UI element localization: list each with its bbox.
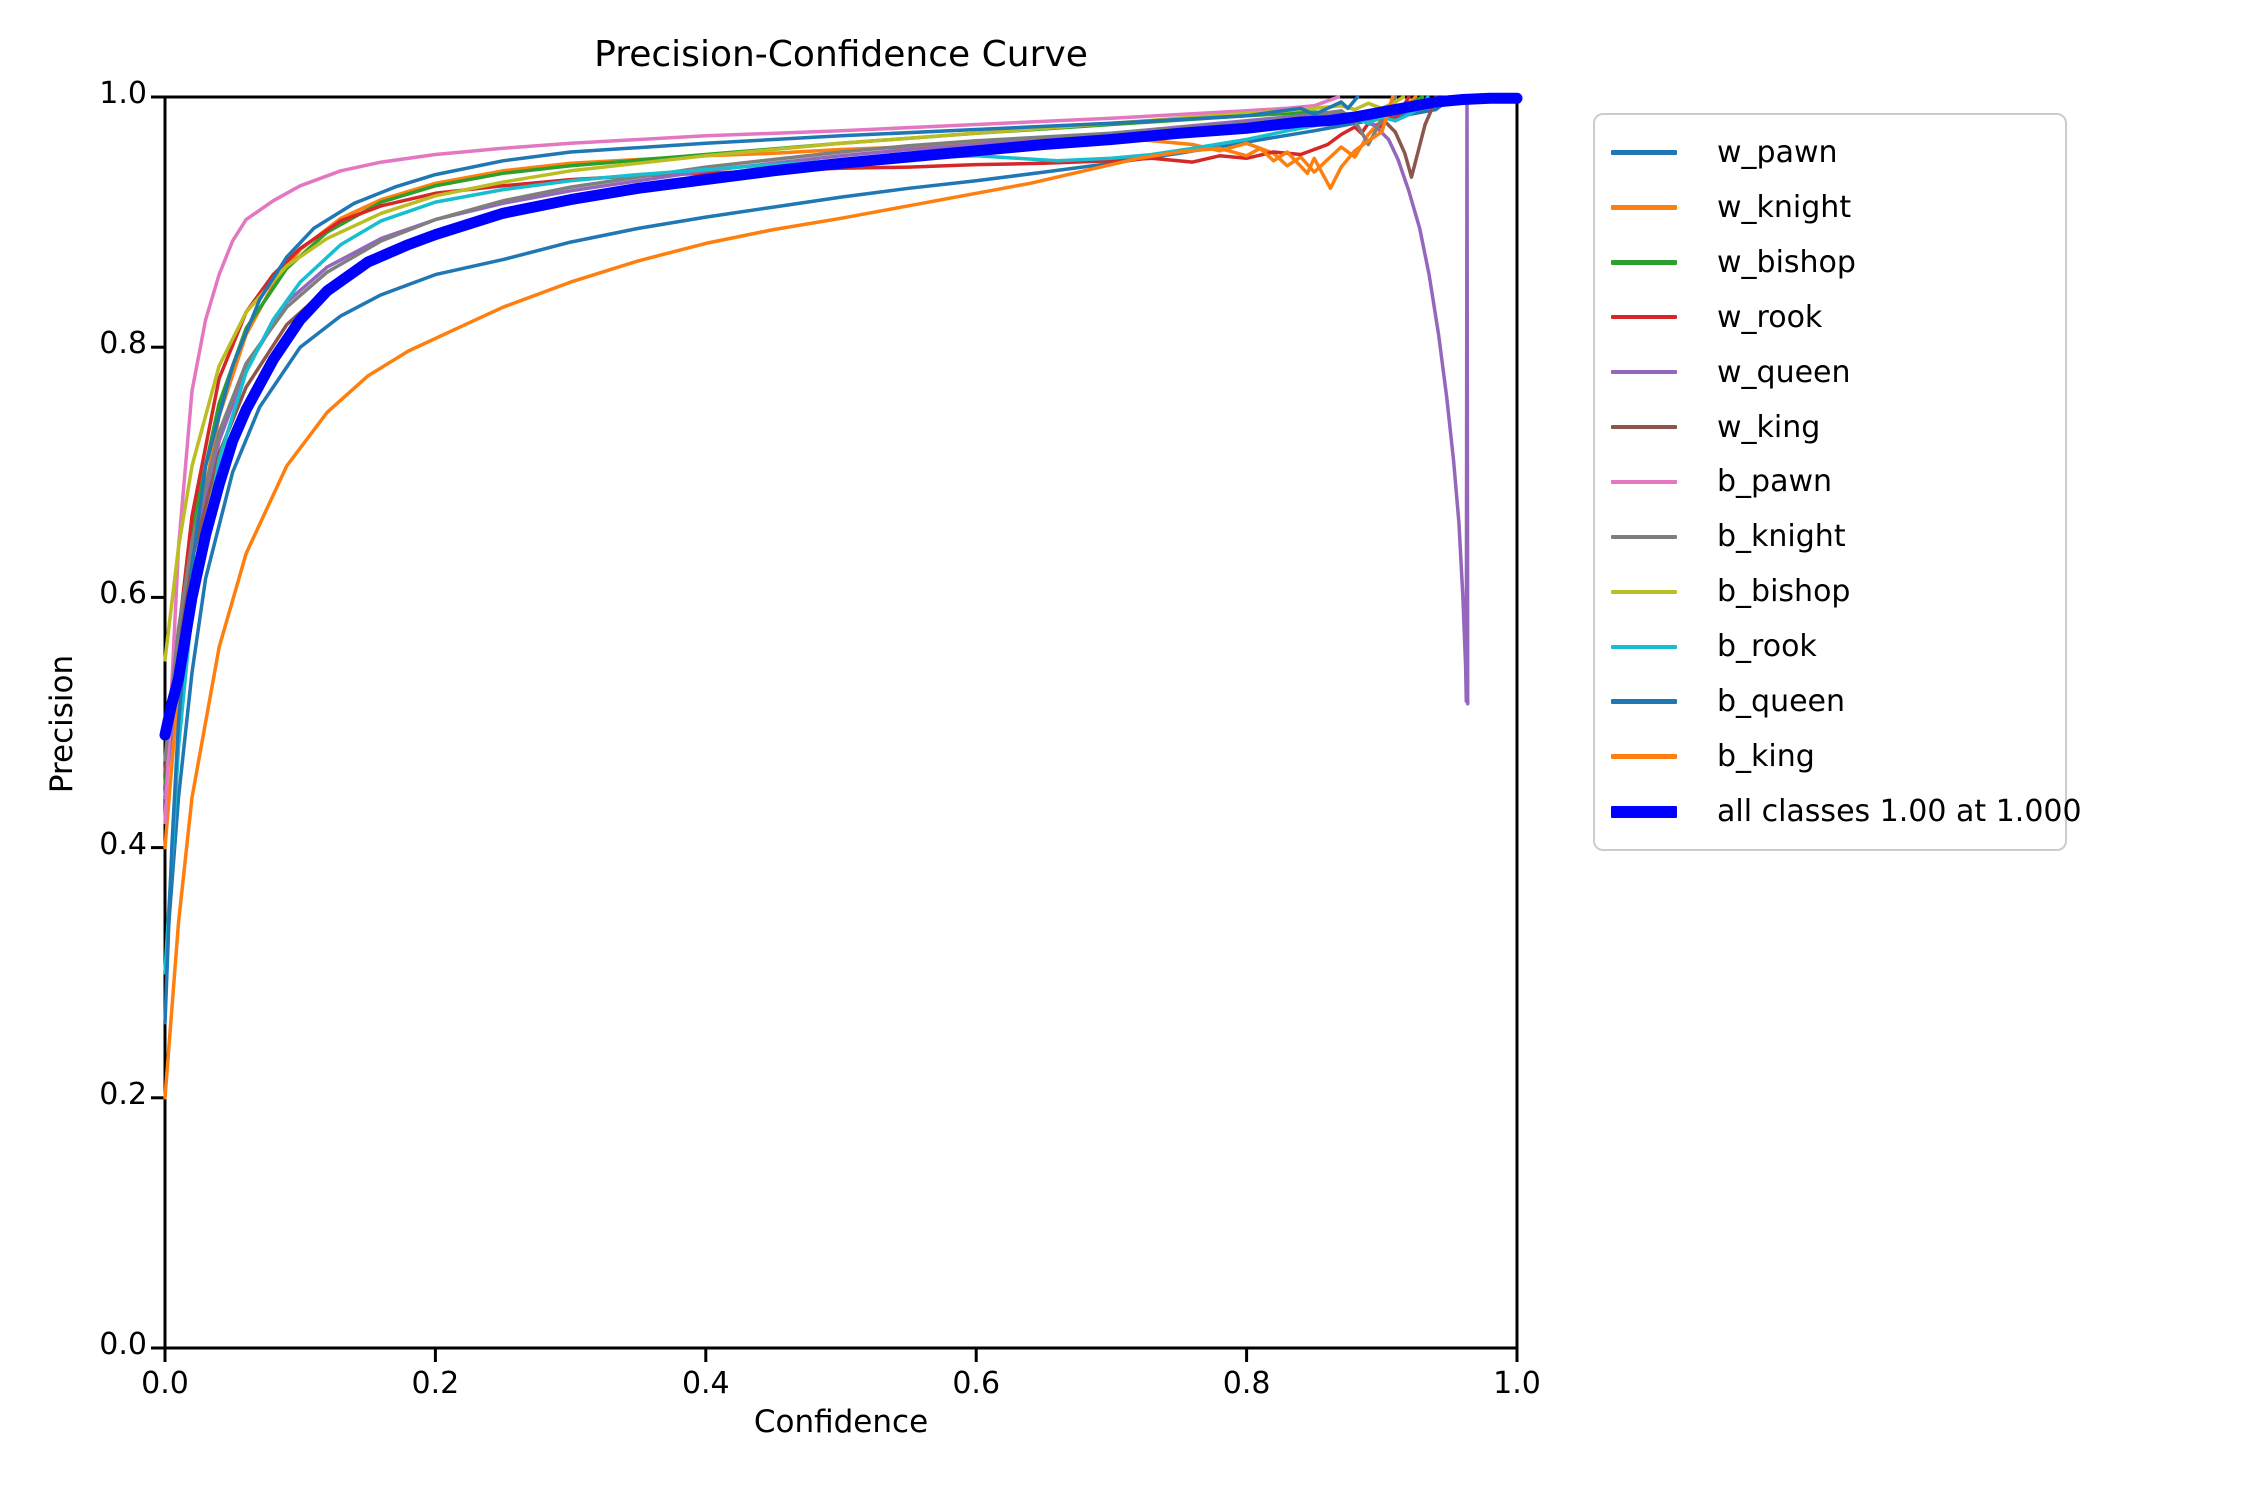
x-tick-label-0.4: 0.4: [681, 1366, 730, 1401]
legend-label: b_king: [1717, 739, 1815, 775]
legend-line-sample: [1611, 534, 1677, 540]
chart-title: Precision-Confidence Curve: [594, 34, 1088, 75]
curve-b-rook: [163, 95, 1430, 975]
curve-w-king: [163, 95, 1438, 775]
legend-item-w-rook: w_rook: [1595, 295, 2065, 339]
curve-w-knight: [163, 95, 1418, 850]
curve-w-queen: [163, 97, 1470, 800]
x-tick-label-0.8: 0.8: [1222, 1366, 1271, 1401]
legend-label: b_bishop: [1717, 574, 1851, 610]
curve-b-pawn: [163, 95, 1341, 825]
legend-line-sample: [1611, 369, 1677, 375]
legend-line-sample: [1611, 260, 1677, 265]
legend-item-w-pawn: w_pawn: [1595, 130, 2065, 174]
legend-line-sample: [1611, 754, 1677, 759]
legend-label: w_queen: [1717, 354, 1851, 390]
legend-label: b_queen: [1717, 684, 1846, 720]
legend-line-sample: [1611, 479, 1677, 485]
curve-b-king: [163, 95, 1395, 1100]
y-tick-label-0.8: 0.8: [99, 326, 147, 362]
legend-item-w-knight: w_knight: [1595, 185, 2065, 229]
legend-item-b-bishop: b_bishop: [1595, 570, 2065, 614]
y-tick-label-0.6: 0.6: [99, 576, 147, 612]
curve-b-bishop: [163, 95, 1406, 662]
legend-item-w-bishop: w_bishop: [1595, 240, 2065, 284]
legend-label: w_pawn: [1717, 134, 1838, 170]
legend-label: w_bishop: [1717, 244, 1856, 280]
y-tick-label-0.0: 0.0: [99, 1327, 147, 1362]
x-tick-label-0.0: 0.0: [141, 1366, 189, 1401]
y-tick-label-0.2: 0.2: [99, 1076, 147, 1112]
legend-item-b-pawn: b_pawn: [1595, 460, 2065, 504]
legend-item-all-classes-1-00-at-1-000: all classes 1.00 at 1.000: [1595, 790, 2082, 834]
curve-w-rook: [163, 95, 1411, 800]
curve-w-pawn: [163, 95, 1452, 975]
curve-b-queen: [163, 95, 1360, 1025]
curve-b-knight: [163, 95, 1398, 762]
legend-line-sample: [1611, 424, 1677, 430]
legend-line-sample: [1611, 314, 1677, 320]
legend-label: w_king: [1717, 409, 1821, 445]
x-tick-label-1.0: 1.0: [1493, 1366, 1541, 1401]
axes-spines: [163, 95, 1519, 1350]
y-tick-label-1.0: 1.0: [99, 76, 147, 111]
legend-line-sample: [1611, 805, 1677, 818]
legend-line-sample: [1611, 589, 1677, 595]
legend-item-b-king: b_king: [1595, 735, 2065, 779]
curve-all-classes-1-00-at-1-000: [159, 92, 1523, 741]
x-tick-label-0.6: 0.6: [952, 1366, 1001, 1401]
legend-item-b-queen: b_queen: [1595, 680, 2065, 724]
legend-label: b_pawn: [1717, 464, 1833, 500]
legend-label: w_rook: [1717, 299, 1823, 335]
legend-line-sample: [1611, 150, 1677, 155]
legend-line-sample: [1611, 644, 1677, 649]
legend-label: w_knight: [1717, 189, 1852, 225]
legend-item-w-queen: w_queen: [1595, 350, 2065, 394]
legend-item-b-rook: b_rook: [1595, 625, 2065, 669]
x-axis-label: Confidence: [753, 1404, 929, 1440]
legend-label: all classes 1.00 at 1.000: [1717, 794, 2082, 830]
y-tick-label-0.4: 0.4: [99, 826, 147, 862]
legend-item-b-knight: b_knight: [1595, 515, 2065, 559]
legend-line-sample: [1611, 699, 1677, 704]
legend: w_pawn w_knight w_bishop w_rook w_queen w_kin…: [1593, 113, 2082, 851]
x-tick-label-0.2: 0.2: [411, 1366, 460, 1401]
legend-item-w-king: w_king: [1595, 405, 2065, 449]
curve-w-bishop: [163, 95, 1425, 787]
legend-line-sample: [1611, 205, 1677, 210]
legend-label: b_knight: [1717, 519, 1846, 555]
legend-label: b_rook: [1717, 629, 1817, 665]
